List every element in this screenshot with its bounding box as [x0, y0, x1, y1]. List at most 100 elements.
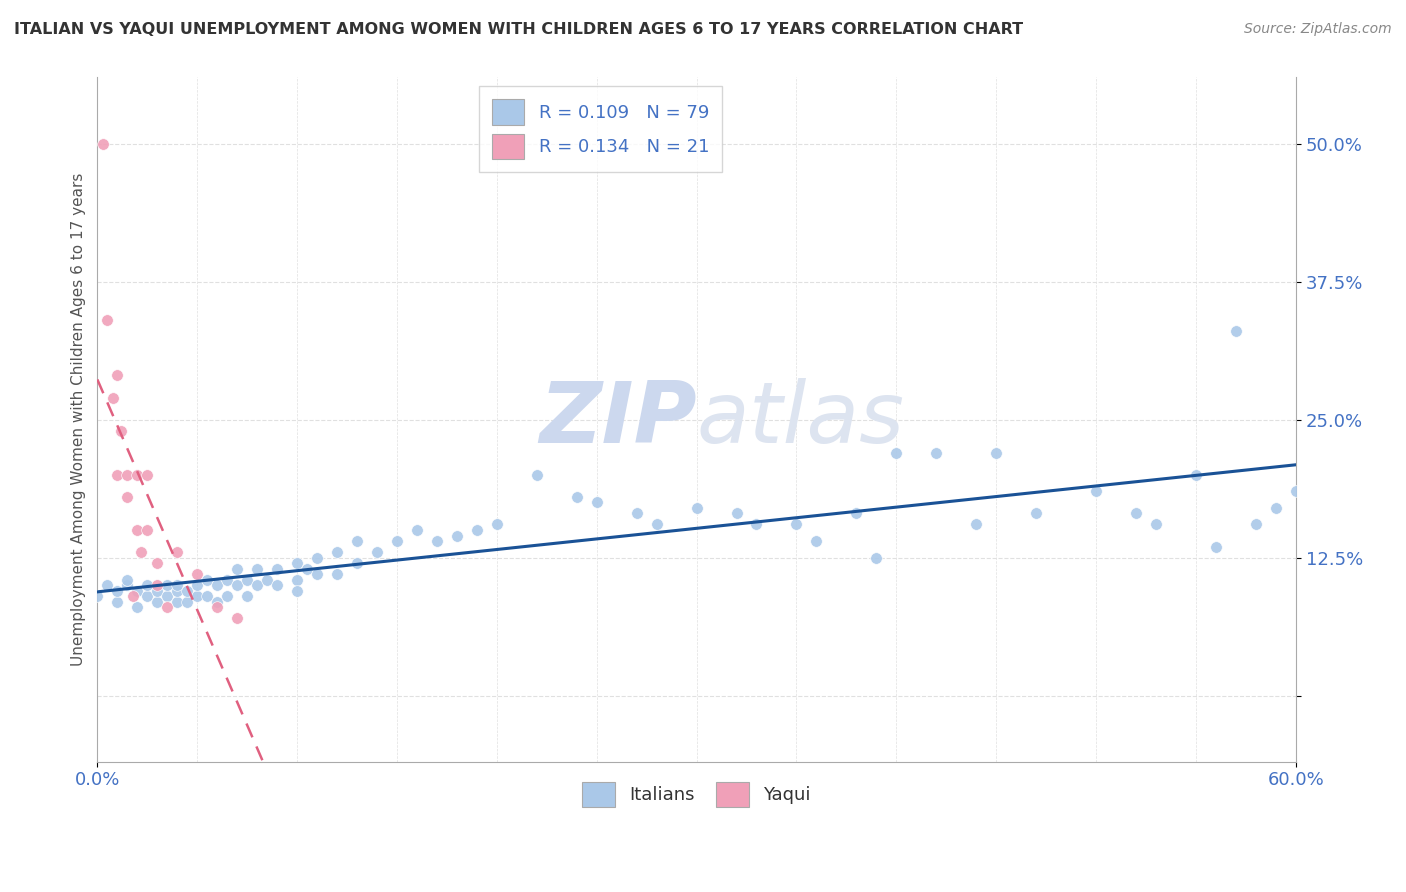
Point: [117, 578, 139, 592]
Point: [117, 573, 139, 587]
Point: [485, 517, 508, 532]
Point: [1225, 324, 1247, 338]
Point: [745, 517, 768, 532]
Point: [166, 578, 188, 592]
Point: [925, 446, 948, 460]
Point: [1285, 484, 1308, 499]
Point: [307, 567, 329, 582]
Text: Source: ZipAtlas.com: Source: ZipAtlas.com: [1244, 22, 1392, 37]
Point: [136, 578, 159, 592]
Point: [295, 561, 318, 575]
Point: [103, 391, 125, 405]
Point: [146, 595, 169, 609]
Point: [1085, 484, 1108, 499]
Point: [965, 517, 987, 532]
Point: [136, 467, 159, 482]
Point: [366, 545, 388, 559]
Point: [205, 600, 228, 615]
Legend: Italians, Yaqui: Italians, Yaqui: [575, 774, 818, 814]
Point: [725, 507, 748, 521]
Point: [186, 578, 208, 592]
Point: [136, 523, 159, 537]
Point: [526, 467, 548, 482]
Point: [146, 583, 169, 598]
Point: [226, 578, 249, 592]
Point: [146, 578, 169, 592]
Point: [806, 534, 828, 549]
Point: [226, 611, 249, 625]
Point: [136, 589, 159, 603]
Point: [406, 523, 429, 537]
Point: [156, 600, 179, 615]
Point: [845, 507, 868, 521]
Point: [1185, 467, 1208, 482]
Point: [176, 595, 198, 609]
Text: ITALIAN VS YAQUI UNEMPLOYMENT AMONG WOMEN WITH CHILDREN AGES 6 TO 17 YEARS CORRE: ITALIAN VS YAQUI UNEMPLOYMENT AMONG WOME…: [14, 22, 1024, 37]
Point: [129, 545, 152, 559]
Point: [93, 136, 115, 151]
Point: [785, 517, 807, 532]
Point: [685, 500, 707, 515]
Point: [96, 578, 118, 592]
Point: [1144, 517, 1167, 532]
Point: [1244, 517, 1267, 532]
Point: [156, 578, 179, 592]
Point: [266, 561, 288, 575]
Point: [86, 589, 108, 603]
Point: [105, 467, 128, 482]
Point: [884, 446, 907, 460]
Point: [156, 589, 179, 603]
Point: [146, 556, 169, 570]
Point: [585, 495, 607, 509]
Point: [236, 589, 259, 603]
Text: atlas: atlas: [696, 378, 904, 461]
Point: [326, 545, 349, 559]
Point: [127, 467, 149, 482]
Point: [226, 561, 249, 575]
Point: [127, 583, 149, 598]
Point: [96, 313, 118, 327]
Point: [346, 556, 368, 570]
Point: [1125, 507, 1147, 521]
Y-axis label: Unemployment Among Women with Children Ages 6 to 17 years: Unemployment Among Women with Children A…: [72, 173, 86, 666]
Point: [565, 490, 588, 504]
Point: [307, 550, 329, 565]
Point: [865, 550, 887, 565]
Point: [122, 589, 145, 603]
Point: [285, 573, 308, 587]
Point: [127, 523, 149, 537]
Point: [1025, 507, 1047, 521]
Point: [446, 528, 468, 542]
Point: [1205, 540, 1227, 554]
Point: [166, 595, 188, 609]
Point: [217, 573, 239, 587]
Point: [256, 573, 278, 587]
Point: [285, 556, 308, 570]
Point: [266, 578, 288, 592]
Point: [465, 523, 488, 537]
Point: [645, 517, 668, 532]
Point: [117, 467, 139, 482]
Point: [110, 424, 132, 438]
Point: [195, 589, 218, 603]
Point: [105, 368, 128, 383]
Point: [1264, 500, 1286, 515]
Point: [246, 578, 269, 592]
Point: [105, 595, 128, 609]
Point: [205, 578, 228, 592]
Point: [246, 561, 269, 575]
Point: [326, 567, 349, 582]
Point: [166, 545, 188, 559]
Point: [127, 600, 149, 615]
Point: [217, 589, 239, 603]
Point: [346, 534, 368, 549]
Point: [195, 573, 218, 587]
Point: [986, 446, 1008, 460]
Point: [236, 573, 259, 587]
Point: [186, 567, 208, 582]
Point: [385, 534, 408, 549]
Point: [426, 534, 449, 549]
Point: [205, 595, 228, 609]
Point: [626, 507, 648, 521]
Text: ZIP: ZIP: [538, 378, 696, 461]
